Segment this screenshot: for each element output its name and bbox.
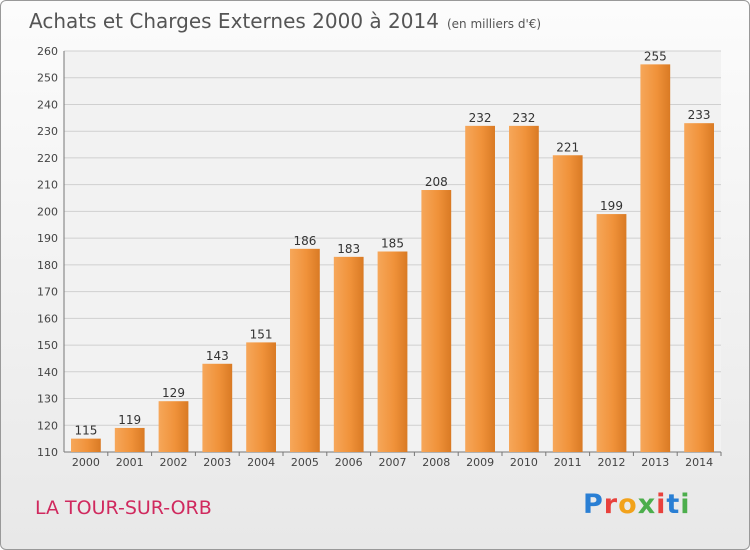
x-tick-label: 2006 [335, 456, 363, 469]
data-label: 185 [381, 237, 404, 251]
data-label: 183 [337, 242, 360, 256]
bar [377, 251, 408, 452]
data-label: 186 [293, 234, 316, 248]
y-tick-label: 170 [37, 286, 58, 299]
y-tick-label: 110 [37, 446, 58, 459]
x-tick-label: 2013 [641, 456, 669, 469]
logo-letter: i [680, 489, 691, 520]
x-tick-label: 2002 [160, 456, 188, 469]
logo-letter: t [666, 489, 681, 520]
y-tick-label: 220 [37, 152, 58, 165]
bar [333, 256, 364, 452]
y-tick-label: 210 [37, 179, 58, 192]
bar [552, 155, 583, 452]
data-label: 129 [162, 386, 185, 400]
data-label: 208 [425, 175, 448, 189]
bar [465, 125, 495, 452]
chart-title: Achats et Charges Externes 2000 à 2014 (e… [29, 9, 541, 33]
x-tick-label: 2005 [291, 456, 319, 469]
y-tick-label: 120 [37, 419, 58, 432]
y-tick-label: 250 [37, 72, 58, 85]
data-label: 199 [600, 199, 623, 213]
bar [509, 125, 539, 452]
bar [246, 342, 276, 452]
data-label: 143 [206, 349, 229, 363]
chart-title-text: Achats et Charges Externes 2000 à 2014 [29, 9, 439, 33]
logo-letter: P [583, 489, 604, 520]
x-tick-label: 2010 [510, 456, 538, 469]
y-tick-label: 230 [37, 125, 58, 138]
x-tick-label: 2009 [466, 456, 494, 469]
data-label: 119 [118, 413, 141, 427]
x-tick-label: 2003 [203, 456, 231, 469]
logo-letter: i [656, 489, 667, 520]
y-tick-label: 150 [37, 339, 58, 352]
x-tick-label: 2012 [598, 456, 626, 469]
y-tick-label: 190 [37, 232, 58, 245]
chart-subtitle: (en milliers d'€) [446, 17, 542, 31]
bar [202, 363, 233, 452]
logo-letter: x [637, 489, 657, 520]
y-tick-label: 200 [37, 205, 58, 218]
place-name: LA TOUR-SUR-ORB [35, 497, 212, 519]
y-tick-label: 130 [37, 393, 58, 406]
bar [640, 64, 671, 452]
data-label: 221 [556, 140, 579, 154]
x-tick-label: 2011 [554, 456, 582, 469]
logo-letter: o [618, 489, 638, 520]
data-label: 232 [512, 111, 535, 125]
x-tick-label: 2000 [72, 456, 100, 469]
y-tick-label: 140 [37, 366, 58, 379]
bar [290, 248, 320, 452]
x-tick-label: 2004 [247, 456, 275, 469]
data-label: 151 [250, 327, 273, 341]
logo-letter: r [603, 489, 619, 520]
x-tick-label: 2008 [422, 456, 450, 469]
x-tick-label: 2014 [685, 456, 713, 469]
y-tick-label: 160 [37, 312, 58, 325]
data-label: 232 [469, 111, 492, 125]
bar [596, 214, 627, 452]
data-label: 233 [688, 108, 711, 122]
x-tick-label: 2007 [379, 456, 407, 469]
proxiti-logo: Proxiti [583, 489, 691, 520]
y-tick-label: 260 [37, 45, 58, 58]
x-tick-label: 2001 [116, 456, 144, 469]
bar [684, 123, 714, 453]
y-tick-label: 240 [37, 98, 58, 111]
y-tick-label: 180 [37, 259, 58, 272]
data-label: 115 [74, 424, 97, 438]
bar [71, 438, 101, 452]
bar [114, 427, 145, 452]
data-label: 255 [644, 49, 667, 63]
bar [421, 190, 452, 452]
bar [158, 401, 189, 452]
